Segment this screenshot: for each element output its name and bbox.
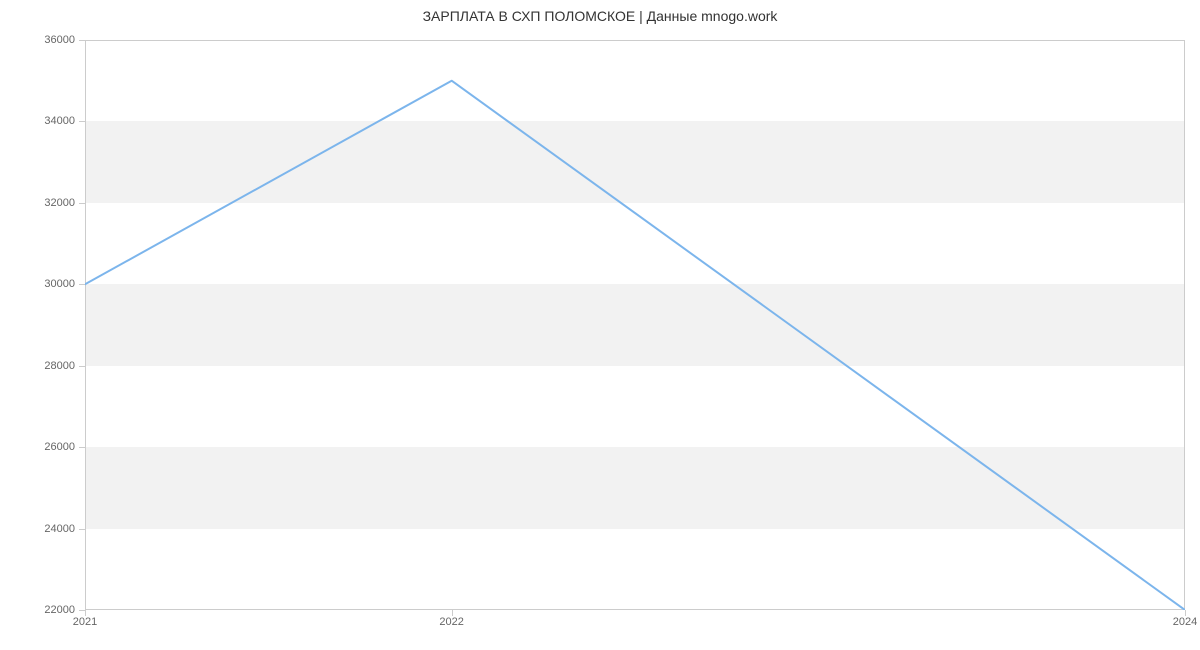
y-tick-mark — [79, 529, 85, 530]
y-tick-label: 36000 — [0, 34, 75, 46]
salary-line-chart: ЗАРПЛАТА В СХП ПОЛОМСКОЕ | Данные mnogo.… — [0, 0, 1200, 650]
y-tick-mark — [79, 447, 85, 448]
y-tick-label: 22000 — [0, 604, 75, 616]
x-tick-label: 2024 — [1173, 616, 1197, 628]
line-layer — [85, 40, 1185, 610]
y-tick-mark — [79, 203, 85, 204]
y-tick-mark — [79, 121, 85, 122]
y-tick-mark — [79, 284, 85, 285]
y-tick-label: 24000 — [0, 523, 75, 535]
y-tick-mark — [79, 40, 85, 41]
y-tick-label: 30000 — [0, 278, 75, 290]
y-tick-mark — [79, 366, 85, 367]
y-tick-label: 26000 — [0, 441, 75, 453]
y-tick-label: 28000 — [0, 360, 75, 372]
y-tick-label: 34000 — [0, 115, 75, 127]
y-tick-label: 32000 — [0, 197, 75, 209]
series-line — [85, 81, 1185, 610]
plot-area: 2200024000260002800030000320003400036000… — [85, 40, 1185, 610]
x-tick-label: 2021 — [73, 616, 97, 628]
chart-title: ЗАРПЛАТА В СХП ПОЛОМСКОЕ | Данные mnogo.… — [0, 8, 1200, 24]
x-tick-label: 2022 — [439, 616, 463, 628]
